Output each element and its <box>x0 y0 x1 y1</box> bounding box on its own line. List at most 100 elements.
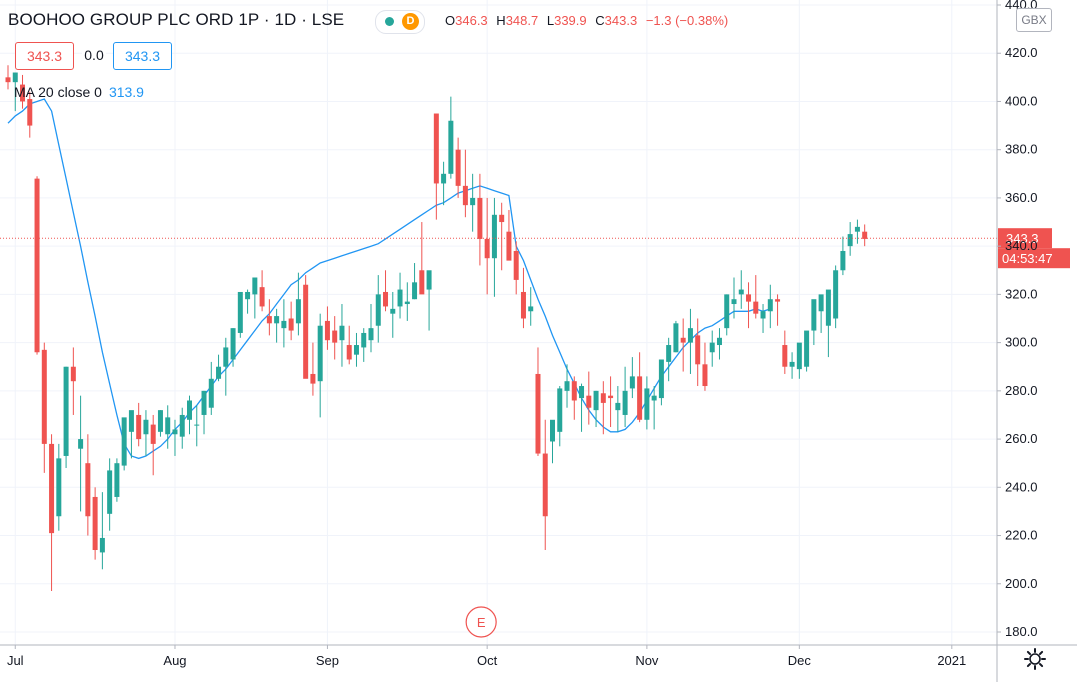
earnings-marker-label: E <box>477 615 486 630</box>
candle-up <box>56 458 62 517</box>
x-tick-label: Oct <box>477 653 498 668</box>
candle-up <box>339 325 345 341</box>
ohlc-close-label: C <box>595 13 605 28</box>
candle-down <box>332 330 338 343</box>
y-tick-label: 400.0 <box>1005 93 1038 108</box>
candle-down <box>419 270 425 295</box>
candle-down <box>455 149 461 186</box>
earnings-marker <box>465 606 497 638</box>
candle-down <box>5 77 11 83</box>
candle-up <box>201 390 207 415</box>
market-status-badge[interactable]: D <box>375 10 425 34</box>
candle-down <box>637 376 643 420</box>
candle-up <box>223 347 229 367</box>
ma-legend-label: MA 20 close 0 <box>14 84 102 100</box>
x-tick-label: Jul <box>7 653 24 668</box>
sell-price-box[interactable]: 343.3 <box>15 42 74 70</box>
candle-up <box>716 337 722 346</box>
candle-up <box>121 417 127 466</box>
live-status-icon <box>385 17 394 26</box>
candle-up <box>673 323 679 353</box>
candle-down <box>586 395 592 408</box>
candle-down <box>484 238 490 259</box>
candle-up <box>353 345 359 355</box>
candle-up <box>622 390 628 415</box>
candle-up <box>157 410 163 432</box>
ohlc-close: 343.3 <box>604 13 638 28</box>
candle-down <box>535 373 541 454</box>
candle-up <box>854 226 860 232</box>
candle-down <box>303 284 309 379</box>
ma-legend-value: 313.9 <box>108 84 144 100</box>
candle-down <box>20 84 26 102</box>
candle-down <box>702 364 708 387</box>
candle-up <box>295 299 301 324</box>
y-axis[interactable]: 180.0 200.0 220.0 240.0 260.0 280.0 300.0 320.0… <box>996 0 1038 682</box>
candle-down <box>288 318 294 331</box>
candle-up <box>412 282 418 300</box>
candle-up <box>114 463 120 497</box>
candle-down <box>499 214 505 223</box>
symbol-title[interactable]: BOOHOO GROUP PLC ORD 1P · 1D · LSE <box>8 10 345 29</box>
ohlc-low: 339.9 <box>554 13 587 28</box>
x-tick-label: Nov <box>635 653 659 668</box>
candle-up <box>550 419 555 442</box>
ma-series-group <box>7 98 771 460</box>
y-tick-label: 340.0 <box>1005 238 1038 253</box>
candle-up <box>441 173 447 184</box>
buy-price-box[interactable]: 343.3 <box>113 42 172 70</box>
gear-icon[interactable] <box>1022 646 1048 672</box>
y-tick-label: 320.0 <box>1005 286 1038 301</box>
candle-down <box>513 250 519 280</box>
y-tick-label: 240.0 <box>1005 479 1038 494</box>
candle-up <box>789 361 795 367</box>
candle-up <box>281 320 287 329</box>
candle-up <box>448 120 454 174</box>
candle-up <box>274 316 280 324</box>
candle-down <box>775 299 781 302</box>
bar-countdown-label: 04:53:47 <box>1002 251 1053 266</box>
candle-up <box>368 328 374 341</box>
candle-up <box>629 376 635 389</box>
candle-up <box>12 72 18 83</box>
y-tick-label: 200.0 <box>1005 576 1038 591</box>
candle-down <box>520 291 526 319</box>
candle-up <box>78 439 84 449</box>
ohlc-open: 346.3 <box>455 13 488 28</box>
candle-up <box>99 537 105 553</box>
ohlc-readout: O346.3 H348.7 L339.9 C343.3 −1.3 (−0.38%… <box>445 13 733 28</box>
candle-up <box>317 325 323 382</box>
candle-up <box>375 294 381 326</box>
candle-up <box>724 294 730 329</box>
candle-up <box>404 301 410 305</box>
candle-up <box>230 328 236 360</box>
candle-up <box>179 414 185 437</box>
candle-down <box>782 345 788 367</box>
ohlc-high: 348.7 <box>505 13 539 28</box>
y-tick-label: 280.0 <box>1005 383 1038 398</box>
y-tick-label: 360.0 <box>1005 190 1038 205</box>
candle-down <box>862 231 868 239</box>
candle-down <box>136 414 142 440</box>
candle-down <box>310 373 316 384</box>
x-axis[interactable]: Jul Aug Sep Oct Nov Dec 2021 <box>0 644 1077 668</box>
y-tick-label: 180.0 <box>1005 624 1038 639</box>
candle-down <box>70 366 76 382</box>
candle-up <box>651 395 657 401</box>
candles-group <box>5 65 868 592</box>
candle-up <box>194 424 200 426</box>
candle-up <box>709 342 715 353</box>
candle-up <box>143 419 149 435</box>
currency-button[interactable]: GBX <box>1016 8 1052 32</box>
candle-up <box>760 311 766 319</box>
candle-down <box>753 301 759 314</box>
candle-up <box>491 214 497 259</box>
candle-up <box>767 299 773 312</box>
ma-legend[interactable]: MA 20 close 0 313.9 <box>14 84 144 100</box>
candle-up <box>811 299 817 331</box>
candle-up <box>252 277 258 295</box>
candle-up <box>579 386 585 399</box>
candle-up <box>738 289 744 295</box>
